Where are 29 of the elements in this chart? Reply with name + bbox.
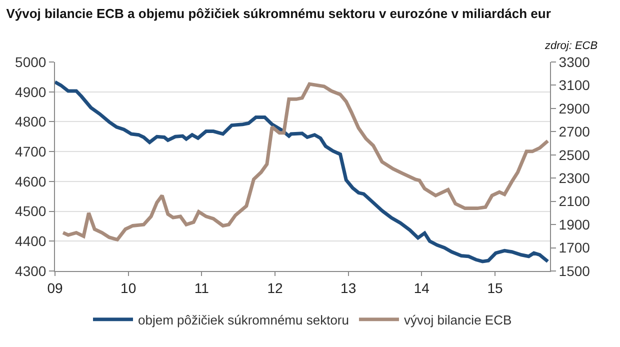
- y-tick-label: 4800: [15, 114, 46, 130]
- y2-tick-label: 3100: [558, 77, 590, 94]
- y-tick-label: 4700: [15, 143, 46, 160]
- y2-tick-label: 1500: [558, 262, 590, 279]
- text: zdroj: ECB: [544, 40, 598, 52]
- y-tick-label: 4500: [15, 203, 46, 220]
- y2-tick-label: 3300: [558, 54, 590, 70]
- y-tick-label: 4400: [15, 233, 46, 250]
- legend-label: vývoj bilancie ECB: [404, 312, 512, 328]
- y2-tick-label: 2100: [558, 193, 590, 210]
- legend-label: objem pôžičiek súkromnému sektoru: [138, 312, 349, 328]
- y-tick-label: 4600: [15, 173, 46, 190]
- x-tick-label: 13: [340, 280, 356, 296]
- x-tick-label: 15: [487, 280, 503, 296]
- y2-tick-label: 2500: [558, 146, 590, 163]
- x-tick-label: 09: [47, 280, 63, 296]
- y2-tick-label: 1700: [558, 240, 590, 256]
- y-tick-label: 4300: [15, 262, 46, 279]
- x-tick-label: 14: [414, 280, 430, 296]
- y-tick-label: 4900: [15, 84, 46, 100]
- y2-tick-label: 2700: [558, 124, 590, 140]
- x-tick-label: 11: [194, 280, 210, 296]
- y2-tick-label: 1900: [558, 216, 590, 232]
- x-tick-label: 10: [120, 280, 136, 296]
- y2-tick-label: 2900: [558, 100, 590, 116]
- chart-title: Vývoj bilancie ECB a objemu pôžičiek súkromnému sektoru v eurozóne v miliardách eur: [6, 6, 551, 21]
- x-tick-label: 12: [267, 280, 283, 296]
- y-tick-label: 5000: [15, 54, 46, 70]
- y2-tick-label: 2300: [558, 170, 590, 186]
